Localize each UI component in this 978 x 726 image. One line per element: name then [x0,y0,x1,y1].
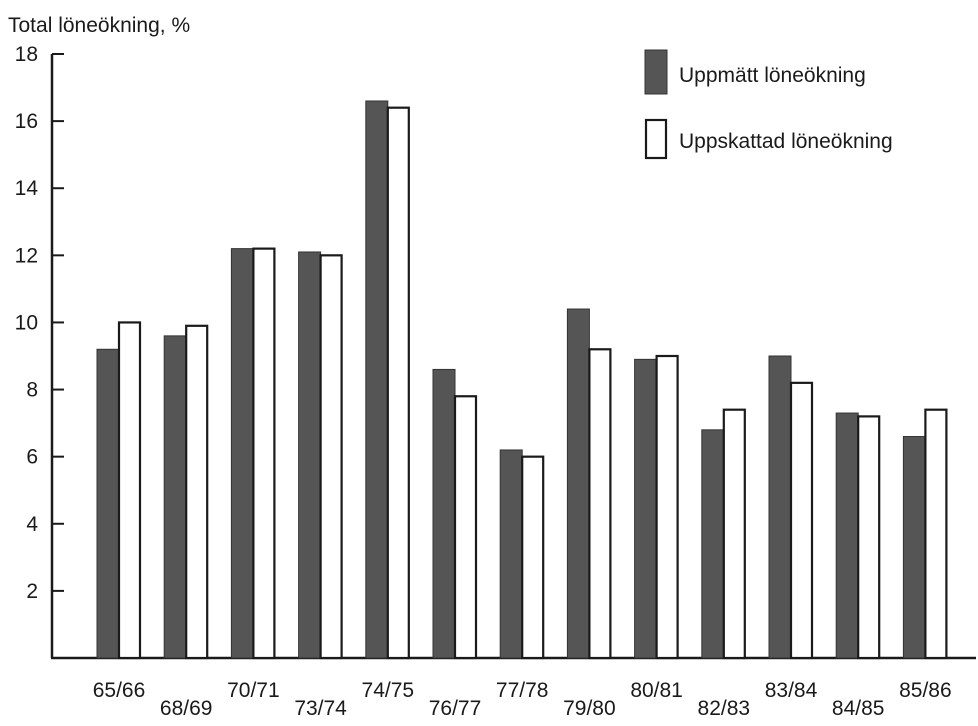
bar-estimated [722,408,746,660]
y-tick-label: 8 [26,379,38,402]
bar-measured [634,358,658,659]
bar-estimated [588,348,612,660]
x-category-label: 84/85 [832,697,885,720]
y-tick-label: 2 [26,580,38,603]
legend-label-measured: Uppmätt löneökning [679,64,866,87]
bar-measured [701,429,725,659]
bar-estimated [185,324,209,660]
y-axis-title: Total löneökning, % [8,14,190,37]
x-category-label: 73/74 [294,697,347,720]
bar-measured [432,368,456,659]
x-category-label: 65/66 [93,679,146,702]
x-category-label: 82/83 [698,697,751,720]
bars [96,100,948,660]
y-tick-label: 6 [26,446,38,469]
bar-estimated [252,247,276,660]
bar-estimated [453,395,478,660]
bar-measured [230,248,254,659]
bar-estimated [924,408,948,660]
bar-measured [499,449,523,659]
legend: Uppmätt löneökning Uppskattad löneökning [644,49,893,160]
y-tick-label: 4 [26,513,38,536]
bar-estimated [386,106,410,660]
x-category-label: 70/71 [227,679,280,702]
x-category-label: 83/84 [765,679,818,702]
bar-measured [365,100,389,659]
bar-estimated [789,381,814,660]
y-tick-label: 12 [15,244,38,267]
bar-estimated [117,321,142,660]
bar-measured [163,335,187,659]
bar-estimated [521,455,545,660]
legend-swatch-estimated [644,118,668,160]
y-tick-label: 10 [15,311,38,334]
legend-label-estimated: Uppskattad löneökning [679,130,893,153]
x-category-label: 79/80 [563,697,616,720]
bar-measured [835,412,859,659]
x-axis-labels: 65/66 68/69 70/71 73/74 74/75 76/77 77/78 79/80… [93,679,952,720]
bar-measured [566,308,590,659]
x-category-label: 85/86 [899,679,952,702]
y-tick-label: 18 [15,43,38,66]
x-category-label: 68/69 [160,697,213,720]
y-tick-label: 16 [15,110,38,133]
x-category-label: 74/75 [362,679,415,702]
x-category-label: 76/77 [429,697,482,720]
x-category-label: 77/78 [496,679,549,702]
bar-measured [96,348,120,659]
bar-estimated [857,415,881,660]
bar-measured [768,355,792,659]
bar-measured [298,251,322,659]
bar-estimated [319,254,343,660]
y-axis-ticks: 2 4 6 8 10 12 14 16 18 [15,43,64,603]
y-tick-label: 14 [15,177,39,200]
x-category-label: 80/81 [630,679,683,702]
bar-estimated [655,354,679,660]
legend-swatch-measured [644,49,668,95]
bar-measured [902,436,926,659]
